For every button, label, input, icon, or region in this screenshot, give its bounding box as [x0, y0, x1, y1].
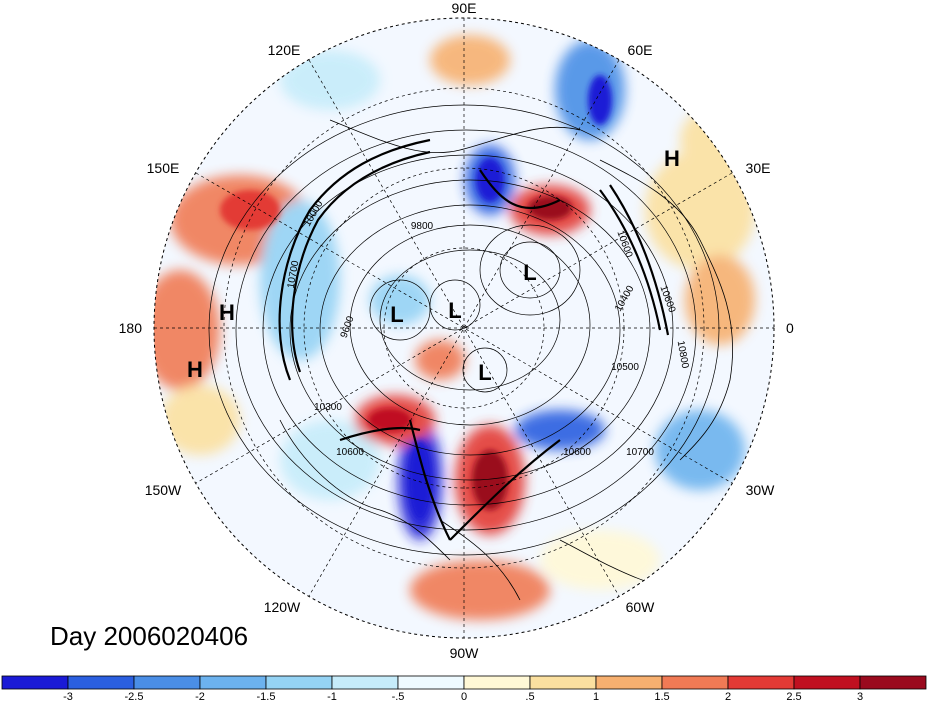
anomaly-shading	[154, 18, 774, 638]
lon-label-90w: 90W	[450, 645, 480, 661]
jet-contours	[278, 138, 670, 541]
lon-label-30e: 30E	[746, 160, 771, 176]
contour-label: 10300	[314, 402, 342, 413]
contour-label: 10600	[336, 447, 364, 458]
contour-label: 9800	[411, 221, 434, 232]
colorbar-tick-label: 3	[857, 691, 863, 702]
colorbar-tick-label: 0	[461, 691, 467, 702]
high-center: H	[664, 146, 680, 171]
colorbar-swatch	[529, 675, 597, 690]
lon-label-180: 180	[119, 320, 143, 336]
colorbar-tick-label: -2	[195, 691, 205, 702]
colorbar-swatch	[595, 675, 663, 690]
graticule	[154, 18, 774, 638]
low-center: L	[523, 260, 536, 285]
contour-label: 10800	[675, 340, 691, 370]
lon-label-30w: 30W	[746, 482, 776, 498]
colorbar-swatch	[661, 675, 729, 690]
colorbar: -3 -2.5 -2 -1.5 -1 -.5 0 .5 1 1.5 2 2.5 3	[1, 675, 927, 702]
colorbar-tick-label: -1	[327, 691, 337, 702]
colorbar-swatch	[859, 675, 927, 690]
lon-label-60w: 60W	[626, 599, 656, 615]
longitude-labels: 90E 60E 30E 0 30W 60W 90W 120W 150W 180 …	[119, 0, 794, 661]
low-center: L	[448, 298, 461, 323]
colorbar-swatch	[133, 675, 201, 690]
lon-label-120w: 120W	[264, 599, 301, 615]
colorbar-tick-label: -2.5	[125, 691, 144, 702]
contour-label: 10600	[563, 447, 591, 458]
pressure-centers: H H H L L L L	[187, 146, 680, 385]
low-center: L	[390, 302, 403, 327]
map-border	[153, 17, 775, 639]
colorbar-tick-label: 1	[593, 691, 599, 702]
colorbar-swatch	[265, 675, 333, 690]
colorbar-swatch	[463, 675, 531, 690]
colorbar-swatch	[67, 675, 135, 690]
high-center: H	[219, 300, 235, 325]
contour-label: 10700	[286, 259, 302, 289]
lon-label-60e: 60E	[628, 42, 653, 58]
colorbar-swatch	[331, 675, 399, 690]
lon-label-0: 0	[786, 320, 794, 336]
colorbar-swatch	[727, 675, 795, 690]
lon-label-150e: 150E	[147, 160, 180, 176]
colorbar-tick-label: -.5	[392, 691, 405, 702]
low-center: L	[478, 360, 491, 385]
colorbar-swatch	[199, 675, 267, 690]
colorbar-swatch	[1, 675, 69, 690]
colorbar-tick-label: -1.5	[257, 691, 276, 702]
colorbar-tick-label: 1.5	[654, 691, 669, 702]
colorbar-tick-label: 2	[725, 691, 731, 702]
high-center: H	[187, 357, 203, 382]
colorbar-tick-label: .5	[525, 691, 534, 702]
colorbar-tick-label: -3	[63, 691, 73, 702]
lon-label-150w: 150W	[145, 482, 182, 498]
contour-label: 10500	[611, 362, 639, 373]
contour-label: 10700	[626, 447, 654, 458]
colorbar-swatch	[397, 675, 465, 690]
colorbar-tick-label: 2.5	[786, 691, 801, 702]
day-label: Day 2006020406	[50, 621, 248, 651]
colorbar-swatch	[793, 675, 861, 690]
lon-label-90e: 90E	[452, 0, 477, 16]
lon-label-120e: 120E	[268, 42, 301, 58]
